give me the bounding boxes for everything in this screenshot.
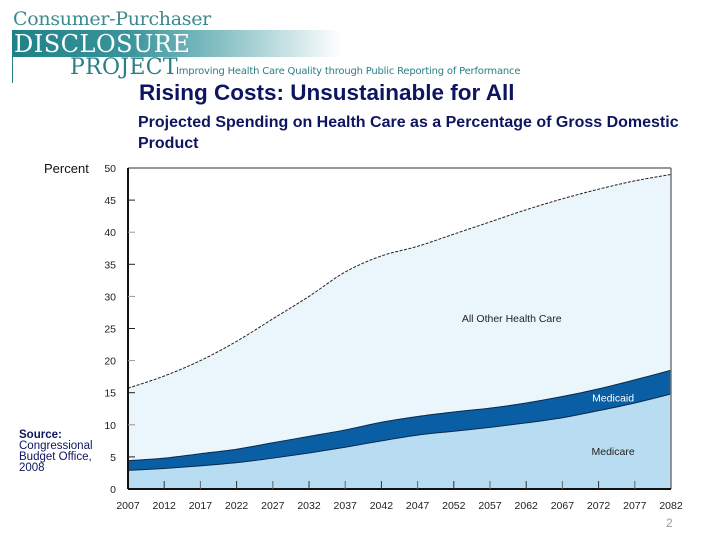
y-axis-label: Percent — [44, 161, 89, 176]
x-tick-label: 2072 — [587, 500, 611, 512]
y-tick-label: 15 — [104, 388, 116, 400]
x-tick-label: 2032 — [297, 500, 321, 512]
x-tick-label: 2077 — [623, 500, 647, 512]
medicaid-boundary-line — [127, 369, 672, 462]
x-tick-label: 2017 — [189, 500, 213, 512]
label-medicaid: Medicaid — [592, 393, 634, 405]
y-tick-label: 10 — [104, 420, 116, 432]
y-tick-label: 30 — [104, 291, 116, 303]
x-tick-label: 2007 — [116, 500, 140, 512]
y-tick-label: 40 — [104, 227, 116, 239]
y-tick-label: 50 — [104, 163, 116, 175]
x-tick-label: 2062 — [515, 500, 539, 512]
source-heading: Source: — [19, 429, 62, 441]
total-line — [127, 173, 672, 389]
chart-lines — [127, 173, 672, 471]
logo-divider — [12, 57, 13, 83]
y-tick-label: 45 — [104, 195, 116, 207]
x-tick-label: 2067 — [551, 500, 575, 512]
x-tick-label: 2022 — [225, 500, 249, 512]
y-tick-label: 0 — [110, 484, 116, 496]
x-tick-label: 2037 — [334, 500, 358, 512]
x-tick-label: 2012 — [153, 500, 177, 512]
y-tick-label: 25 — [104, 324, 116, 336]
x-tick-label: 2047 — [406, 500, 430, 512]
area-medicaid — [128, 370, 671, 471]
x-tick-label: 2052 — [442, 500, 466, 512]
area-all-other — [128, 174, 671, 461]
area-medicare — [128, 393, 671, 489]
logo-line2: DISCLOSURE — [14, 30, 191, 58]
x-tick-label: 2042 — [370, 500, 394, 512]
logo-line3: PROJECT — [70, 55, 178, 80]
y-tick-label: 5 — [110, 452, 116, 464]
logo-line1: Consumer-Purchaser — [13, 8, 211, 30]
x-tick-label: 2057 — [478, 500, 502, 512]
area-labels: All Other Health Care Medicaid Medicare — [462, 313, 635, 458]
label-all-other: All Other Health Care — [462, 313, 562, 325]
y-ticks: 0 5 10 15 20 25 30 35 40 45 50 — [104, 163, 135, 496]
source-note: Source: Congressional Budget Office, 200… — [19, 429, 99, 474]
source-text: Congressional Budget Office, 2008 — [19, 440, 93, 474]
y-tick-label: 35 — [104, 259, 116, 271]
x-tick-label: 2082 — [659, 500, 683, 512]
chart-subtitle: Projected Spending on Health Care as a P… — [138, 114, 679, 152]
logo-tagline: Improving Health Care Quality through Pu… — [176, 66, 521, 77]
medicare-boundary-line — [127, 393, 672, 471]
slide-title: Rising Costs: Unsustainable for All — [139, 80, 515, 105]
y-tick-label: 20 — [104, 356, 116, 368]
label-medicare: Medicare — [591, 446, 634, 458]
page-number: 2 — [666, 516, 673, 530]
chart-areas — [128, 174, 671, 489]
logo-band — [12, 30, 342, 57]
x-ticks: 2007 2012 2017 2022 2027 2032 2037 2042 2047 2052… — [116, 481, 683, 512]
x-tick-label: 2027 — [261, 500, 285, 512]
